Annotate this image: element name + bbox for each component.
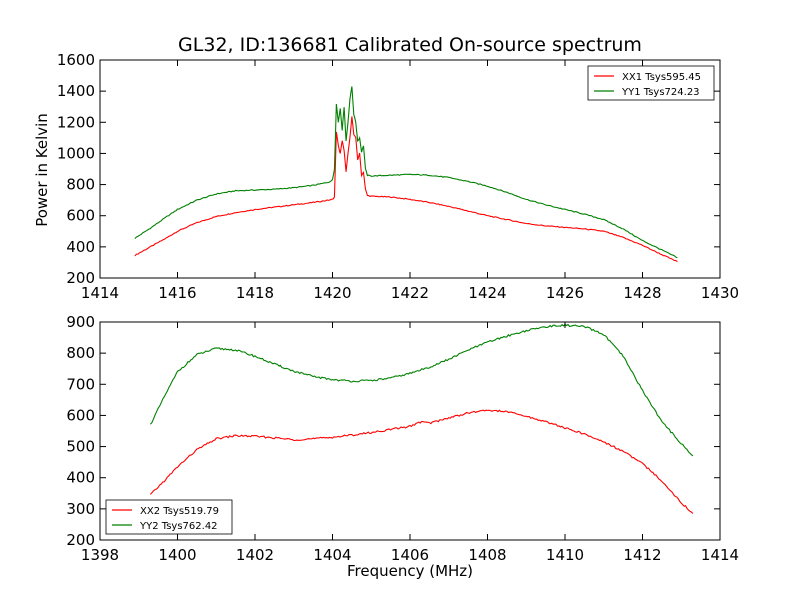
- y-tick-label: 700: [66, 375, 95, 393]
- x-tick-label: 1420: [313, 284, 351, 302]
- y-tick-label: 1400: [57, 82, 95, 100]
- x-tick-label: 1422: [391, 284, 429, 302]
- x-tick-label: 1400: [158, 546, 196, 564]
- x-tick-label: 1430: [701, 284, 739, 302]
- x-tick-label: 1408: [468, 546, 506, 564]
- x-tick-label: 1418: [236, 284, 274, 302]
- x-tick-label: 1406: [391, 546, 429, 564]
- y-tick-label: 200: [66, 531, 95, 549]
- x-tick-label: 1424: [468, 284, 506, 302]
- series-line-1-1: [134, 116, 678, 263]
- figure-title: GL32, ID:136681 Calibrated On-source spe…: [178, 34, 642, 56]
- y-tick-label: 800: [66, 344, 95, 362]
- y-tick-label: 600: [66, 207, 95, 225]
- legend-entry: YY2 Tsys762.42: [139, 521, 218, 532]
- y-tick-label: 200: [66, 269, 95, 287]
- y-tick-label: 1000: [57, 144, 95, 162]
- x-axis-label: Frequency (MHz): [346, 562, 474, 580]
- x-tick-label: 1428: [623, 284, 661, 302]
- series-line-2-2: [149, 323, 694, 457]
- y-tick-label: 900: [66, 313, 95, 331]
- y-tick-label: 400: [66, 469, 95, 487]
- x-tick-label: 1410: [546, 546, 584, 564]
- legend-entry: XX1 Tsys595.45: [622, 72, 701, 83]
- series-line-1-2: [134, 86, 678, 259]
- x-tick-label: 1426: [546, 284, 584, 302]
- legend-entry: XX2 Tsys519.79: [140, 506, 219, 517]
- x-tick-label: 1416: [158, 284, 196, 302]
- legend-box-2: [105, 499, 233, 535]
- y-tick-label: 500: [66, 438, 95, 456]
- x-tick-label: 1402: [236, 546, 274, 564]
- y-tick-label: 300: [66, 500, 95, 518]
- legend-box-1: [587, 65, 715, 101]
- y-tick-label: 600: [66, 406, 95, 424]
- x-tick-label: 1414: [701, 546, 739, 564]
- x-tick-label: 1412: [623, 546, 661, 564]
- series-line-2-1: [149, 409, 694, 514]
- y-tick-label: 800: [66, 176, 95, 194]
- x-tick-label: 1404: [313, 546, 351, 564]
- legend-entry: YY1 Tsys724.23: [621, 87, 700, 98]
- y-tick-label: 1600: [57, 51, 95, 69]
- y-tick-label: 400: [66, 238, 95, 256]
- x-tick-label: 1398: [81, 546, 119, 564]
- y-tick-label: 1200: [57, 113, 95, 131]
- x-tick-label: 1414: [81, 284, 119, 302]
